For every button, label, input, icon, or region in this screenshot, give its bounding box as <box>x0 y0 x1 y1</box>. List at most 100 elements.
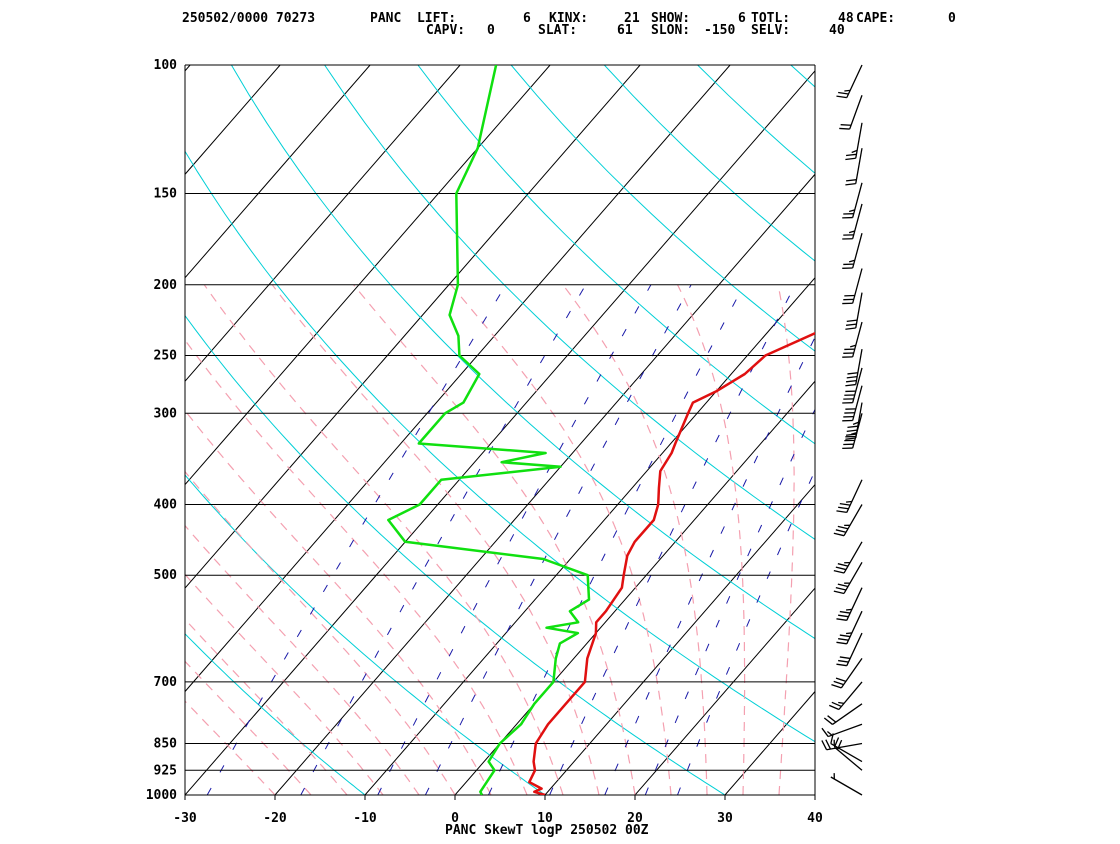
wind-barb-feather <box>822 728 828 736</box>
wind-barb-feather <box>827 732 832 736</box>
wind-barb <box>822 724 862 736</box>
wind-barbs <box>822 65 862 795</box>
moist-adiabat <box>0 285 383 795</box>
wind-barb-shaft <box>853 204 862 239</box>
wind-barb-feather <box>846 609 852 610</box>
wind-barb-feather <box>840 504 850 506</box>
pressure-tick-label: 925 <box>154 763 177 778</box>
temperature-tick-label: 40 <box>807 811 823 826</box>
dry-adiabat <box>231 65 1085 795</box>
wind-barb-feather <box>846 324 856 325</box>
header-field: CAPV: <box>426 23 465 38</box>
dry-adiabat <box>138 65 905 795</box>
wind-barb-feather <box>845 328 855 329</box>
wind-barb-feather <box>838 702 844 703</box>
header-field: 250502/0000 70273 <box>182 11 315 26</box>
wind-barb-feather <box>834 571 844 573</box>
wind-barb-feather <box>838 92 848 94</box>
header-field: 0 <box>948 11 956 26</box>
pressure-tick-label: 150 <box>154 187 178 202</box>
wind-barb-shaft <box>841 658 862 687</box>
wind-barb <box>836 480 862 513</box>
wind-barb-feather <box>836 664 846 666</box>
wind-barb-feather <box>844 90 850 91</box>
wind-barb-feather <box>836 511 846 513</box>
wind-barb <box>842 204 862 239</box>
pressure-tick-label: 400 <box>154 498 178 513</box>
isobars <box>185 65 815 795</box>
wind-barb-feather <box>836 530 846 532</box>
wind-barb <box>839 95 862 129</box>
wind-barb-feather <box>845 385 855 386</box>
moist-adiabat <box>0 285 275 795</box>
wind-barb-feather <box>836 619 846 621</box>
wind-barb-shaft <box>847 65 862 98</box>
dry-adiabat <box>791 65 1120 795</box>
wind-barb-feather <box>845 184 855 185</box>
pressure-tick-label: 1000 <box>146 788 177 803</box>
pressure-tick-label: 250 <box>154 348 178 363</box>
wind-barb-feather <box>845 158 855 159</box>
wind-barb <box>831 658 862 687</box>
moist-adiabat <box>55 285 456 795</box>
dry-adiabat <box>0 65 365 795</box>
isotherm-line <box>95 65 730 795</box>
mixing-ratio-line <box>489 285 745 795</box>
wind-barb <box>822 740 862 750</box>
wind-barb <box>842 268 862 303</box>
dry-adiabat <box>418 65 1120 795</box>
wind-barb-feather <box>836 588 846 590</box>
wind-barb-feather <box>831 685 841 688</box>
mixing-ratio-line <box>605 285 841 795</box>
wind-barb <box>845 148 862 185</box>
wind-barb-shaft <box>856 293 862 328</box>
wind-barb-feather <box>838 639 848 641</box>
wind-barb-feather <box>836 678 846 681</box>
wind-barb-feather <box>840 635 850 637</box>
wind-barb-feather <box>838 584 848 586</box>
moist-adiabat <box>272 285 599 795</box>
wind-barb <box>831 773 862 795</box>
wind-barb-feather <box>840 612 850 614</box>
wind-barb-feather <box>838 661 848 663</box>
wind-barb <box>824 704 862 725</box>
wind-barb-feather <box>847 377 857 378</box>
wind-barb-feather <box>836 96 846 98</box>
wind-barb-shaft <box>844 542 862 573</box>
wind-barb-feather <box>829 705 839 709</box>
pressure-tick-label: 100 <box>154 58 178 73</box>
wind-barb-feather <box>822 740 827 749</box>
wind-barb-feather <box>841 125 851 126</box>
wind-barb-feather <box>847 430 857 431</box>
temperature-tick-label: -20 <box>263 811 287 826</box>
wind-barb <box>836 65 862 98</box>
wind-barb-shaft <box>853 183 862 218</box>
wind-barb-shaft <box>850 95 862 129</box>
wind-barb-feather <box>846 502 852 503</box>
header-field: 0 <box>487 23 495 38</box>
moist-adiabat <box>204 285 563 795</box>
wind-barb-shaft <box>853 322 862 357</box>
wind-barb-feather <box>840 657 850 659</box>
pressure-tick-label: 850 <box>154 736 178 751</box>
isotherm-line <box>365 65 1000 795</box>
wind-barb-feather <box>845 438 855 439</box>
wind-barb-feather <box>847 373 857 374</box>
wind-barb-feather <box>846 180 856 181</box>
wind-barb-feather <box>838 526 848 528</box>
wind-barb-feather <box>847 320 857 321</box>
sounding-profiles <box>388 65 928 795</box>
isotherm-line <box>0 65 460 795</box>
wind-barb-feather <box>839 128 849 129</box>
isotherm-line <box>725 65 1120 795</box>
header-field: SELV: <box>751 23 790 38</box>
header-field: SLON: <box>651 23 690 38</box>
wind-barb-feather <box>838 507 848 509</box>
chart-footer-title: PANC SkewT logP 250502 00Z <box>445 823 649 838</box>
moist-adiabat <box>147 285 527 795</box>
temperature-profile <box>529 65 928 795</box>
